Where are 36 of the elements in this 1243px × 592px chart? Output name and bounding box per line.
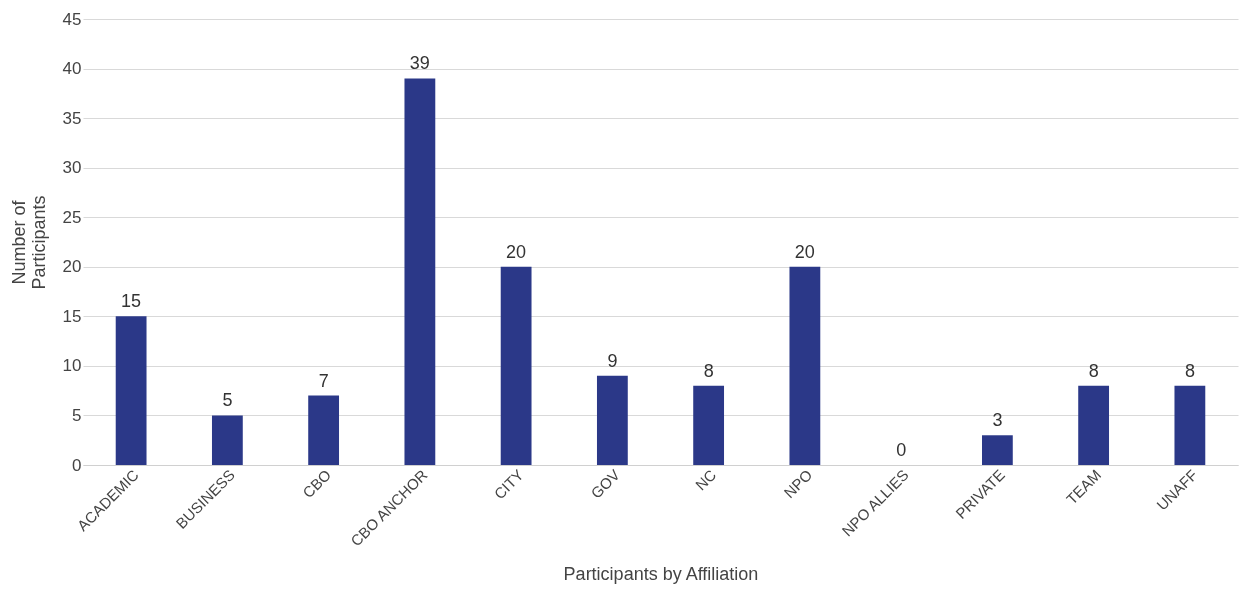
bar	[404, 78, 436, 465]
data-label: 3	[992, 410, 1003, 431]
data-label: 9	[607, 350, 618, 371]
bar	[1078, 385, 1110, 465]
y-tick-label: 40	[62, 59, 82, 79]
y-axis-title: Number of Participants	[8, 195, 49, 290]
bar	[789, 266, 821, 465]
data-label: 7	[318, 370, 329, 391]
bar	[981, 435, 1013, 465]
y-tick-label: 5	[72, 405, 82, 425]
x-tick-label: NC	[691, 465, 720, 494]
data-label: 0	[896, 440, 907, 460]
y-tick-label: 30	[62, 158, 82, 178]
data-label: 5	[222, 390, 233, 411]
y-tick-label: 15	[62, 306, 82, 326]
y-tick-label: 25	[62, 207, 82, 227]
bar	[308, 395, 340, 465]
bar	[211, 415, 243, 465]
y-tick-label: 20	[62, 257, 82, 277]
data-label: 20	[794, 241, 815, 262]
x-axis-title: Participants by Affiliation	[563, 564, 759, 584]
bar	[1174, 385, 1206, 465]
y-tick-label: 0	[72, 455, 82, 475]
bar	[500, 266, 532, 465]
bar	[115, 316, 147, 465]
data-label: 20	[506, 241, 527, 262]
data-label: 8	[1088, 360, 1099, 381]
data-label: 39	[409, 53, 430, 74]
bar	[596, 375, 628, 465]
bar	[693, 385, 725, 465]
data-label: 8	[1184, 360, 1195, 381]
data-label: 8	[703, 360, 714, 381]
y-tick-label: 10	[62, 356, 82, 376]
data-label: 15	[121, 291, 142, 312]
y-tick-label: 45	[62, 9, 82, 29]
y-tick-label: 35	[62, 108, 82, 128]
